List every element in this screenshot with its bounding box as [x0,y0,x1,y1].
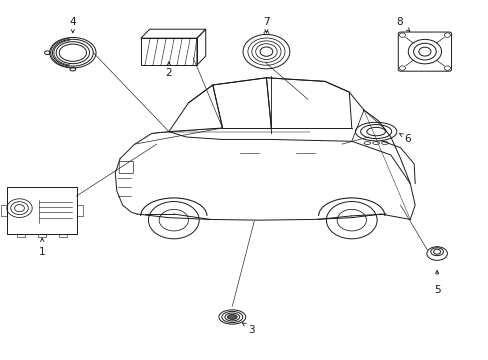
Text: 2: 2 [165,68,172,78]
Text: 1: 1 [39,247,45,257]
Text: 8: 8 [395,17,402,27]
Text: 5: 5 [433,285,440,296]
Text: 3: 3 [248,325,255,335]
Text: 6: 6 [404,134,410,144]
Bar [7,187,77,234]
Bar [60,234,67,237]
Bar [38,234,46,237]
Text: 4: 4 [69,17,76,27]
Bar [77,205,83,216]
Ellipse shape [227,315,237,319]
Text: 7: 7 [263,17,269,27]
Bar [17,234,25,237]
Bar [1,205,7,216]
